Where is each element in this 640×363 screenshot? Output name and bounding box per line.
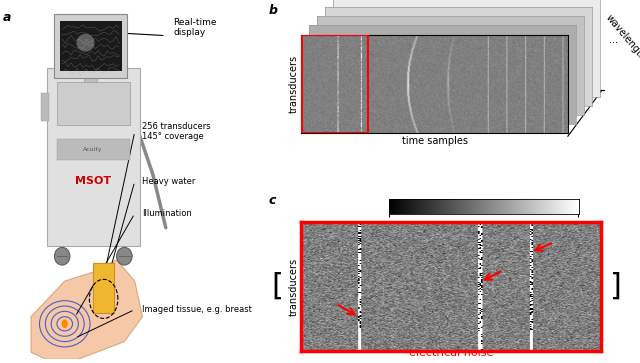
Text: ...: ... [609,35,618,45]
Bar [57,139,129,160]
Text: Heavy water: Heavy water [143,177,196,186]
Text: Illumination: Illumination [143,209,192,218]
Bar [93,263,114,313]
Bar [54,14,127,78]
Bar [47,68,140,245]
Circle shape [61,319,68,328]
Bar [60,21,122,71]
Polygon shape [31,260,143,359]
Text: wavelengths: wavelengths [604,13,640,67]
Text: Imaged tissue, e.g. breast: Imaged tissue, e.g. breast [143,305,252,314]
Text: a: a [3,11,11,24]
Text: MSOT: MSOT [75,176,111,187]
Text: ]: ] [609,272,621,301]
Text: electrical noise: electrical noise [409,348,493,358]
Text: Acuity: Acuity [83,147,103,152]
Text: b: b [268,4,277,17]
Text: c: c [268,194,276,207]
Ellipse shape [54,247,70,265]
Ellipse shape [116,247,132,265]
Text: Real-time
display: Real-time display [173,18,217,37]
Bar [84,71,97,107]
Bar [42,93,49,121]
Bar [57,82,129,125]
Text: 256 transducers
145° coverage: 256 transducers 145° coverage [143,122,211,142]
Ellipse shape [76,34,95,52]
Text: [: [ [271,272,284,301]
